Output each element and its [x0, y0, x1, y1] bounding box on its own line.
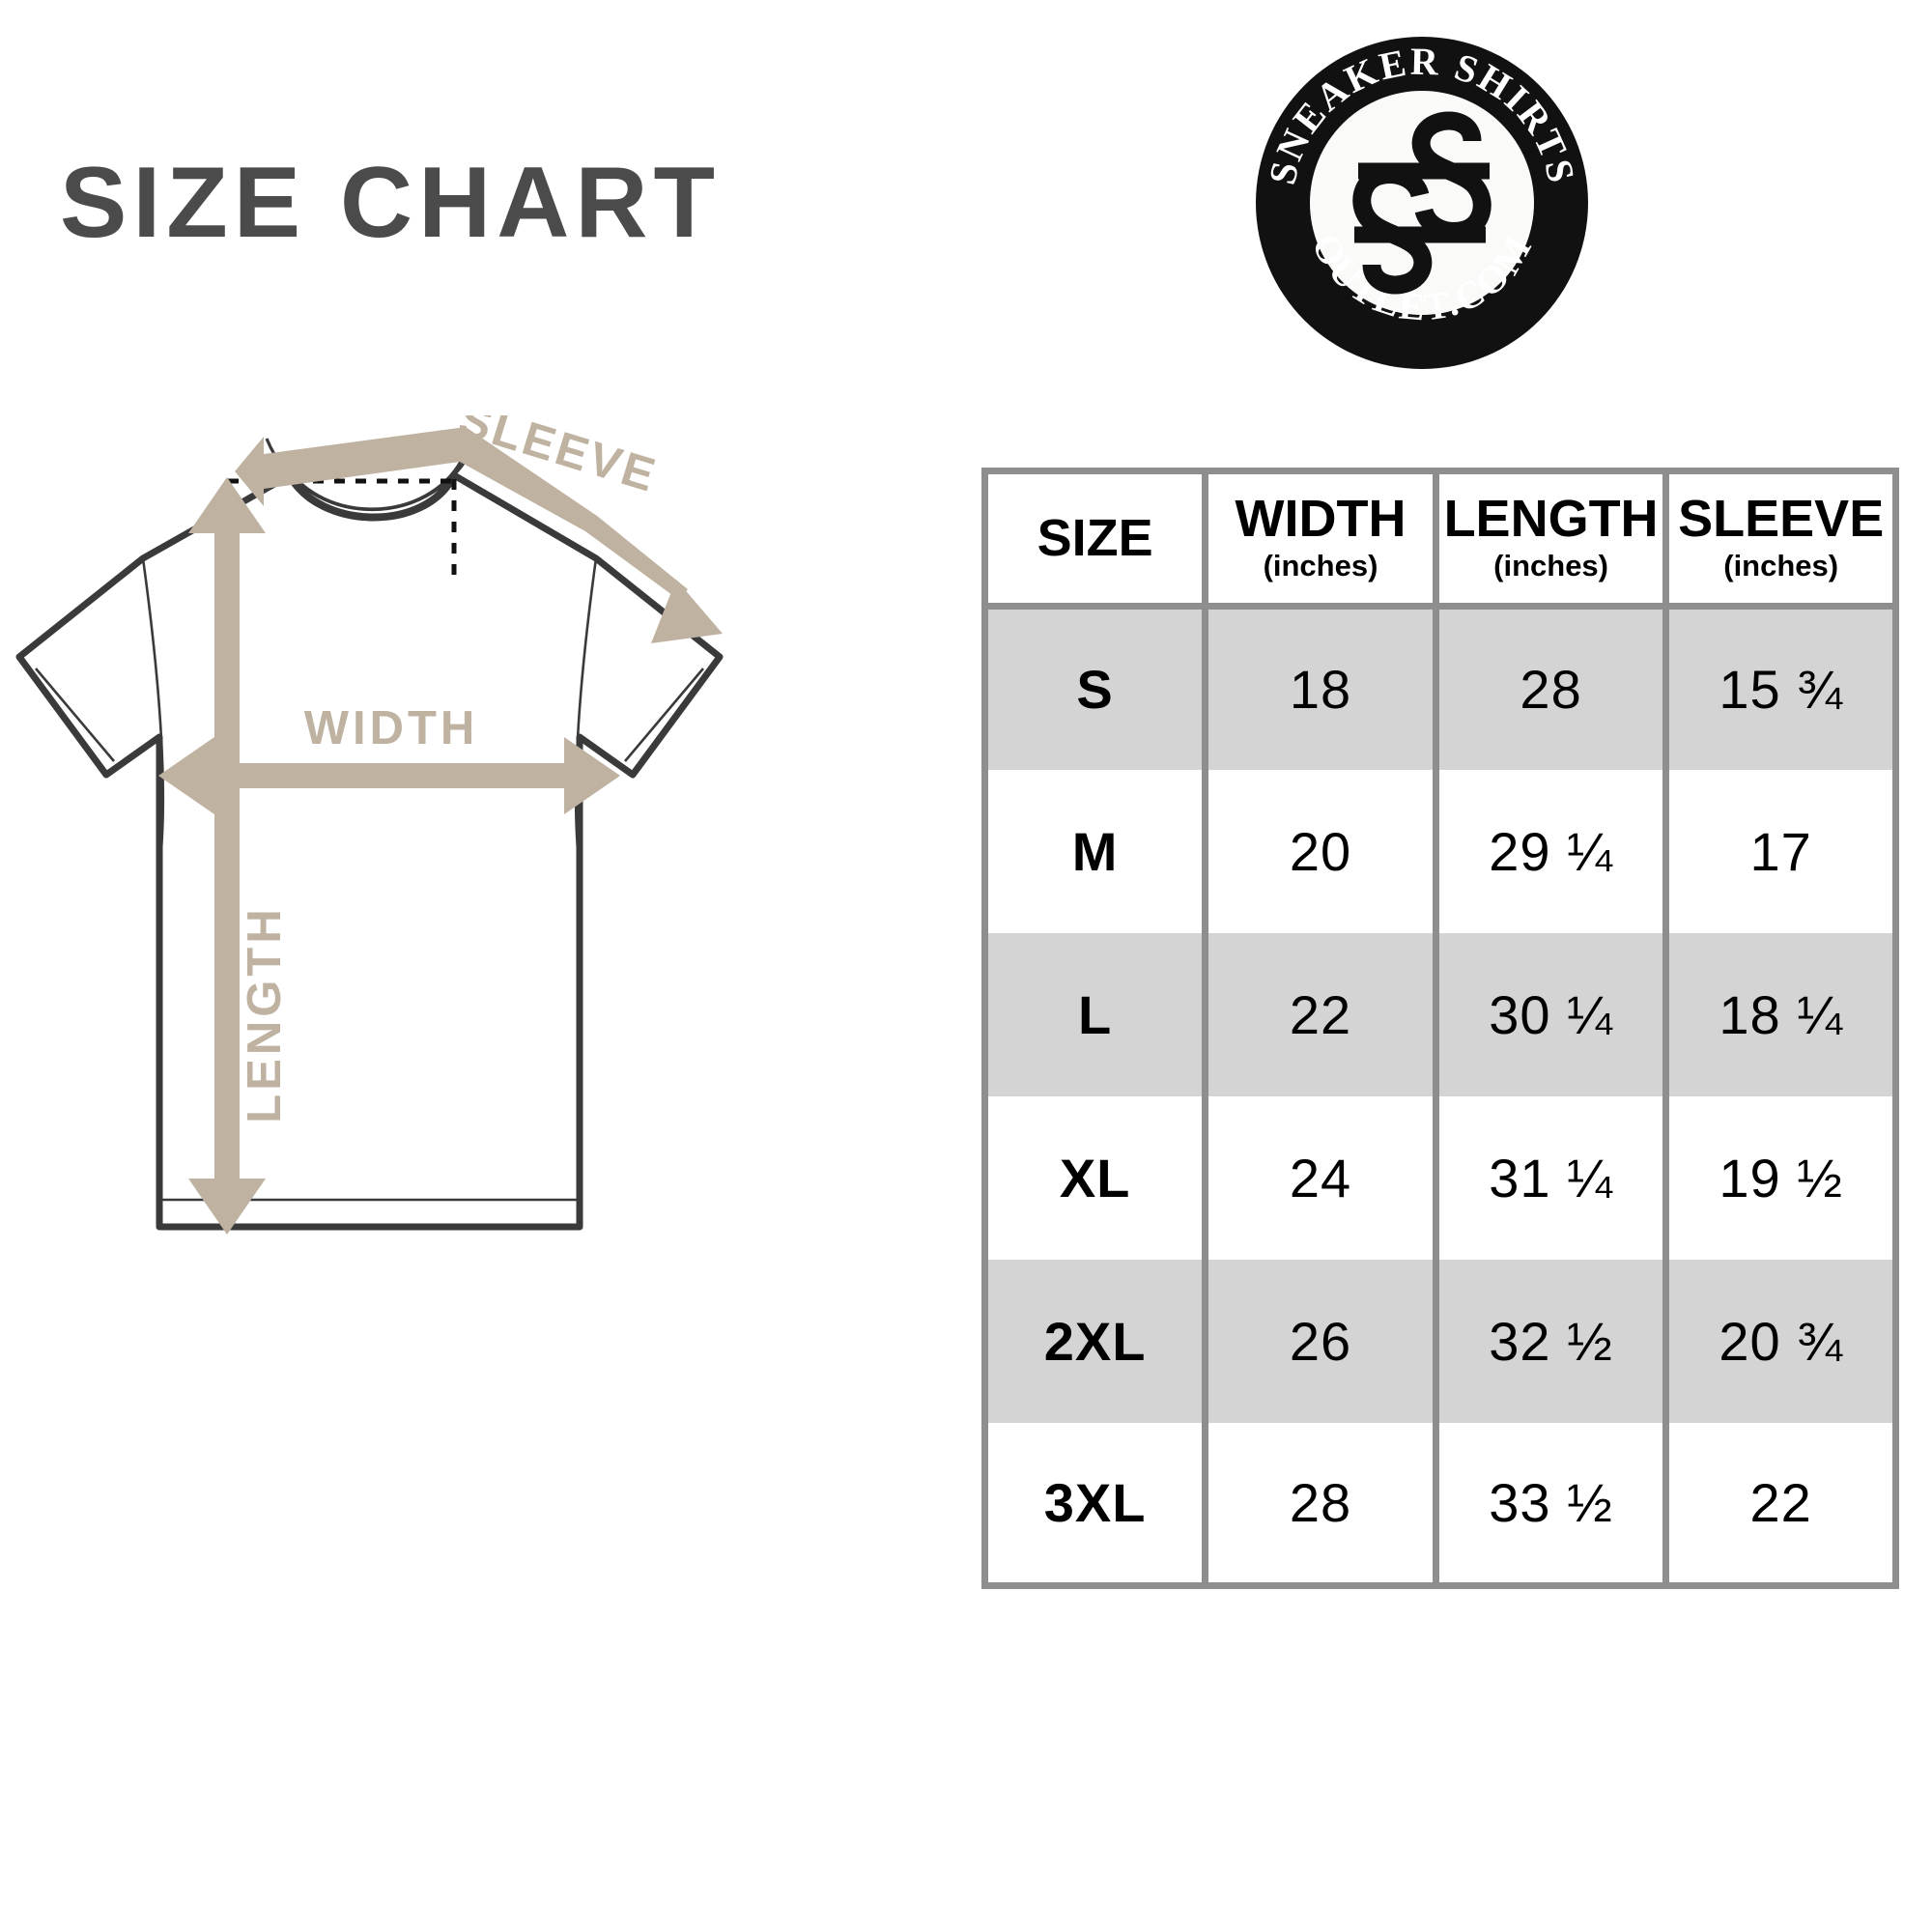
- column-header-width: WIDTH (inches): [1202, 470, 1439, 610]
- cell-length: 29 ¼: [1432, 769, 1670, 933]
- sleeve-arrow: [235, 427, 723, 643]
- cell-sleeve: 18 ¼: [1662, 932, 1899, 1096]
- logo-monogram: [1352, 111, 1492, 295]
- table-header-row: SIZE WIDTH (inches) LENGTH (inches) SLEE…: [980, 470, 1899, 610]
- length-arrow: [188, 477, 266, 1235]
- cell-length: 30 ¼: [1432, 932, 1670, 1096]
- tshirt-measurement-diagram: SLEEVE WIDTH LENGTH: [0, 393, 773, 1623]
- column-header-length-unit: (inches): [1493, 548, 1608, 582]
- cell-length: 32 ½: [1432, 1259, 1670, 1423]
- cell-width: 22: [1202, 932, 1439, 1096]
- cell-sleeve: 15 ¾: [1662, 606, 1899, 770]
- cell-length: 31 ¼: [1432, 1095, 1670, 1260]
- column-header-size: SIZE: [980, 470, 1209, 610]
- column-header-size-label: SIZE: [1037, 508, 1153, 567]
- cell-sleeve: 22: [1662, 1422, 1899, 1586]
- column-header-length: LENGTH (inches): [1432, 470, 1670, 610]
- column-header-width-unit: (inches): [1263, 548, 1378, 582]
- width-label: WIDTH: [304, 702, 479, 754]
- cell-length: 33 ½: [1432, 1422, 1670, 1586]
- size-chart-table: SIZE WIDTH (inches) LENGTH (inches) SLEE…: [980, 468, 1899, 1589]
- tshirt-outline: [15, 471, 724, 1231]
- column-header-sleeve-unit: (inches): [1723, 548, 1839, 582]
- table-row: 2XL 26 32 ½ 20 ¾: [980, 1259, 1899, 1423]
- column-header-width-label: WIDTH: [1235, 489, 1406, 548]
- cell-width: 20: [1202, 769, 1439, 933]
- table-row: XL 24 31 ¼ 19 ½: [980, 1095, 1899, 1260]
- column-header-sleeve: SLEEVE (inches): [1662, 470, 1899, 610]
- cell-length: 28: [1432, 606, 1670, 770]
- cell-sleeve: 20 ¾: [1662, 1259, 1899, 1423]
- table-row: M 20 29 ¼ 17: [980, 769, 1899, 933]
- cell-size: 2XL: [980, 1259, 1209, 1423]
- cell-width: 26: [1202, 1259, 1439, 1423]
- page-title: SIZE CHART: [60, 147, 721, 259]
- cell-size: 3XL: [980, 1422, 1209, 1586]
- width-arrow: [158, 737, 620, 814]
- cell-width: 24: [1202, 1095, 1439, 1260]
- table-row: S 18 28 15 ¾: [980, 606, 1899, 770]
- cell-size: XL: [980, 1095, 1209, 1260]
- cell-width: 28: [1202, 1422, 1439, 1586]
- sneaker-shirts-outlet-logo: SNEAKER SHIRTS OUTLET.COM: [1248, 29, 1596, 377]
- column-header-sleeve-label: SLEEVE: [1678, 489, 1885, 548]
- column-header-length-label: LENGTH: [1443, 489, 1659, 548]
- dotted-guide-lines: [228, 478, 457, 584]
- length-label: LENGTH: [239, 905, 291, 1122]
- cell-size: S: [980, 606, 1209, 770]
- cell-size: M: [980, 769, 1209, 933]
- cell-width: 18: [1202, 606, 1439, 770]
- table-row: L 22 30 ¼ 18 ¼: [980, 932, 1899, 1096]
- cell-size: L: [980, 932, 1209, 1096]
- cell-sleeve: 19 ½: [1662, 1095, 1899, 1260]
- cell-sleeve: 17: [1662, 769, 1899, 933]
- table-row: 3XL 28 33 ½ 22: [980, 1422, 1899, 1586]
